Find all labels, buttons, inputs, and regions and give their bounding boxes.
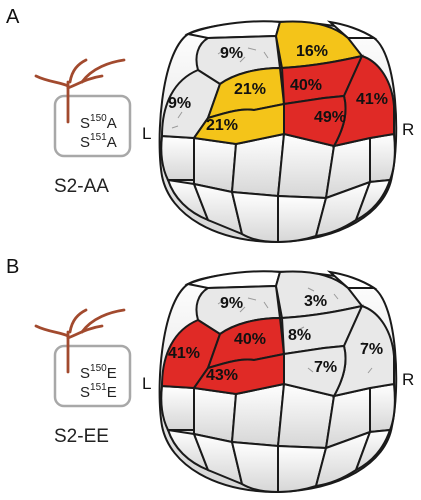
blastomere-lower-l2 <box>193 136 238 194</box>
cell-right-inner-lower <box>283 94 347 148</box>
neuron-branches <box>34 308 126 374</box>
blastomere-lower-r1 <box>369 132 396 184</box>
pct-left-inner-lower: 43% <box>206 367 238 384</box>
residue-1: S150A <box>80 113 117 132</box>
embryo-diagram: 9% 9% 21% 21% 16% 40% 41% 49% <box>158 20 398 244</box>
labeled-cells <box>160 270 395 398</box>
blastomere-bottom-r1 <box>354 178 392 223</box>
inset-box <box>53 94 132 158</box>
blastomere-lower-r1 <box>369 382 396 434</box>
pct-right-outer: 41% <box>356 91 388 108</box>
pct-right-outer: 7% <box>360 341 383 358</box>
pct-left-top: 9% <box>220 45 243 62</box>
blastomere-top-cap-right <box>326 20 378 39</box>
texture-dashes <box>171 47 269 129</box>
blastomere-lower-l1 <box>160 384 195 431</box>
pct-right-inner-upper: 40% <box>290 77 322 94</box>
pct-left-inner-upper: 40% <box>234 331 266 348</box>
texture-dashes <box>217 287 373 374</box>
panel-letter: A <box>6 6 20 28</box>
panel-b: B S150E S151E S2-EE <box>0 250 421 500</box>
pct-left-inner-upper: 21% <box>234 81 266 98</box>
cell-right-inner-lower <box>283 344 347 398</box>
blastomere-bottom-r1 <box>354 428 392 473</box>
condition-label: S2-EE <box>54 426 109 447</box>
side-label-left: L <box>142 374 152 393</box>
cell-left-inner-lower <box>192 352 285 396</box>
residue-2: S151A <box>80 132 117 151</box>
pct-right-inner-lower: 49% <box>314 109 346 126</box>
residue-2: S151E <box>80 382 117 401</box>
panel-letter: B <box>6 256 20 278</box>
pct-right-inner-lower: 7% <box>314 359 337 376</box>
labeled-cells <box>160 20 395 148</box>
side-label-right: R <box>402 120 415 139</box>
pct-left-outer: 9% <box>168 95 191 112</box>
embryo-diagram: 9% 41% 40% 43% 3% 8% 7% 7% <box>158 270 398 494</box>
neuron-inset: S150E S151E <box>34 308 132 408</box>
pct-right-top: 16% <box>296 43 328 60</box>
pct-right-top: 3% <box>304 293 327 310</box>
panel-a: A S150A S151A S2-AA <box>6 6 415 244</box>
condition-label: S2-AA <box>54 176 109 197</box>
neuron-inset: S150A S151A <box>34 58 132 158</box>
residue-1: S150E <box>80 363 117 382</box>
pct-left-outer: 41% <box>168 345 200 362</box>
pct-left-inner-lower: 21% <box>206 117 238 134</box>
inset-box <box>53 344 132 408</box>
blastomere-lower-l1 <box>160 134 195 181</box>
blastomere-lower-l2 <box>193 386 238 444</box>
neuron-branches <box>34 58 126 124</box>
side-label-left: L <box>142 124 152 143</box>
blastomere-top-cap-right <box>326 270 378 289</box>
cell-left-inner-lower <box>192 102 285 146</box>
side-label-right: R <box>402 370 415 389</box>
pct-right-inner-upper: 8% <box>288 327 311 344</box>
pct-left-top: 9% <box>220 295 243 312</box>
